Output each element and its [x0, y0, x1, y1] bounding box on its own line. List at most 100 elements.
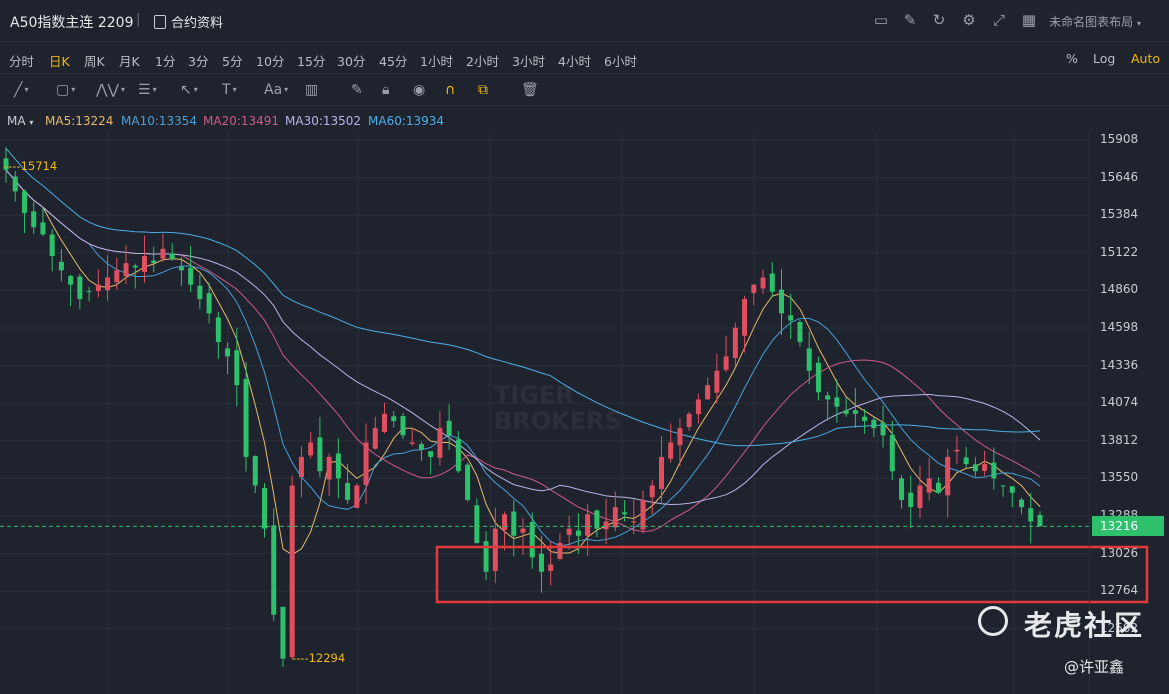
candle-body — [68, 275, 74, 285]
arrow-tool-icon[interactable]: ↖ ▾ — [180, 82, 198, 98]
candle-body — [317, 437, 323, 472]
period-tab[interactable]: 2小时 — [466, 54, 499, 69]
logo-text: 老虎社区 — [1024, 609, 1145, 642]
period-tab[interactable]: 分时 — [9, 54, 35, 69]
candle-body — [585, 514, 591, 536]
indicator-dropdown[interactable]: MA ▾ — [7, 114, 33, 128]
period-tab[interactable]: 1小时 — [420, 54, 453, 69]
candle-body — [769, 273, 775, 292]
candle-body — [114, 270, 120, 283]
candle-body — [806, 348, 812, 371]
candle-body — [409, 442, 415, 444]
period-tab[interactable]: 4小时 — [558, 54, 591, 69]
candle-body — [760, 277, 766, 289]
candle-body — [382, 413, 388, 432]
eye-icon[interactable]: ◉ — [413, 82, 426, 98]
candle-body — [132, 265, 138, 268]
title-separator: | — [136, 12, 141, 27]
tiger-logo-icon — [978, 606, 1008, 636]
candle-body — [188, 267, 194, 285]
period-tab[interactable]: 3分 — [188, 54, 209, 69]
price-chart[interactable] — [0, 132, 1169, 694]
candle-body — [871, 419, 877, 429]
candle-body — [935, 482, 941, 493]
candle-body — [658, 456, 664, 489]
candle-body — [649, 485, 655, 498]
period-tab[interactable]: 月K — [119, 54, 140, 69]
current-price-label: 13216 — [1092, 516, 1164, 537]
candle-body — [372, 428, 378, 449]
text-tool-icon[interactable]: T ▾ — [222, 82, 237, 98]
y-axis-divider — [1089, 132, 1090, 694]
annotation-tool-icon[interactable]: Aa ▾ — [264, 82, 289, 98]
candle-body — [751, 284, 757, 293]
period-tab[interactable]: 3小时 — [512, 54, 545, 69]
group-icon[interactable]: ⧉ — [478, 82, 488, 98]
candle-body — [21, 191, 27, 213]
drawing-toolbar: ╱ ▾ ▢ ▾ ⋀⋁ ▾ ☰ ▾ ↖ ▾ T ▾ Aa ▾ ▥ ✎ 🔒︎ ◉ ∩ ⧉ 🗑︎ — [0, 74, 1169, 106]
author-handle: @许亚鑫 — [1064, 658, 1125, 676]
candle-body — [963, 457, 969, 465]
log-scale-toggle[interactable]: Log — [1093, 51, 1116, 66]
candle-body — [972, 464, 978, 472]
period-tab[interactable]: 10分 — [256, 54, 285, 69]
candle-body — [705, 385, 711, 400]
contract-info-button[interactable]: 合约资料 — [154, 12, 223, 31]
period-tab[interactable]: 5分 — [222, 54, 243, 69]
refresh-icon[interactable]: ↻ — [932, 11, 946, 29]
fib-tool-icon[interactable]: ☰ ▾ — [138, 82, 157, 98]
candle-body — [815, 362, 821, 393]
period-tab[interactable]: 1分 — [155, 54, 176, 69]
layout-name-dropdown[interactable]: 未命名图表布局 ▾ — [1049, 13, 1141, 30]
trend-line-tool-icon[interactable]: ╱ ▾ — [14, 82, 29, 98]
ma5-value: MA5:13224 — [45, 114, 114, 128]
candle-body — [197, 285, 203, 300]
ma5-line — [5, 169, 1041, 556]
y-tick-label: 14336 — [1100, 357, 1139, 372]
draw-icon[interactable]: ✎ — [903, 11, 917, 29]
period-tab-active[interactable]: 日K — [49, 54, 70, 69]
y-tick-label: 12502 — [1100, 620, 1139, 635]
period-tab[interactable]: 30分 — [337, 54, 366, 69]
trash-icon[interactable]: 🗑︎ — [521, 82, 539, 98]
candle-body — [243, 378, 249, 457]
percent-scale-toggle[interactable]: % — [1066, 51, 1078, 66]
auto-scale-toggle[interactable]: Auto — [1131, 51, 1161, 66]
layout-grid-icon[interactable]: ▦ — [1021, 11, 1037, 29]
period-tab[interactable]: 45分 — [379, 54, 408, 69]
candle-body — [215, 317, 221, 343]
candle-body — [298, 456, 304, 478]
chart-type-icon[interactable]: ▭ — [873, 11, 889, 29]
moving-average-lines — [5, 147, 1041, 556]
period-tab[interactable]: 15分 — [297, 54, 326, 69]
candle-body — [797, 322, 803, 343]
symbol-title[interactable]: A50指数主连 2209 — [10, 15, 134, 31]
pattern-tool-icon[interactable]: ⋀⋁ ▾ — [96, 82, 125, 98]
rectangle-tool-icon[interactable]: ▢ ▾ — [56, 82, 76, 98]
candle-body — [95, 284, 101, 291]
settings-icon[interactable]: ⚙ — [962, 11, 976, 29]
candle-body — [428, 451, 434, 457]
measure-tool-icon[interactable]: ▥ — [305, 82, 319, 98]
candle-body — [31, 211, 37, 228]
period-tab[interactable]: 周K — [84, 54, 105, 69]
indicator-label: MA — [7, 114, 26, 128]
lock-icon[interactable]: 🔒︎ — [382, 82, 390, 98]
candle-body — [77, 276, 83, 300]
candle-body — [3, 158, 9, 170]
fullscreen-icon[interactable]: ⤢ — [992, 11, 1005, 29]
y-tick-label: 13812 — [1100, 432, 1139, 447]
candle-body — [779, 289, 784, 314]
magnet-icon[interactable]: ∩ — [445, 82, 456, 98]
period-tab[interactable]: 6小时 — [604, 54, 637, 69]
candle-body — [520, 528, 526, 533]
contract-info-label: 合约资料 — [171, 16, 224, 31]
candle-body — [788, 315, 794, 321]
candle-body — [862, 416, 868, 421]
candle-body — [280, 606, 286, 659]
candle-body — [686, 413, 692, 427]
candle-body — [363, 442, 369, 485]
candle-body — [391, 416, 397, 421]
caret-down-icon: ▾ — [1136, 19, 1141, 28]
pen-icon[interactable]: ✎ — [351, 82, 363, 98]
